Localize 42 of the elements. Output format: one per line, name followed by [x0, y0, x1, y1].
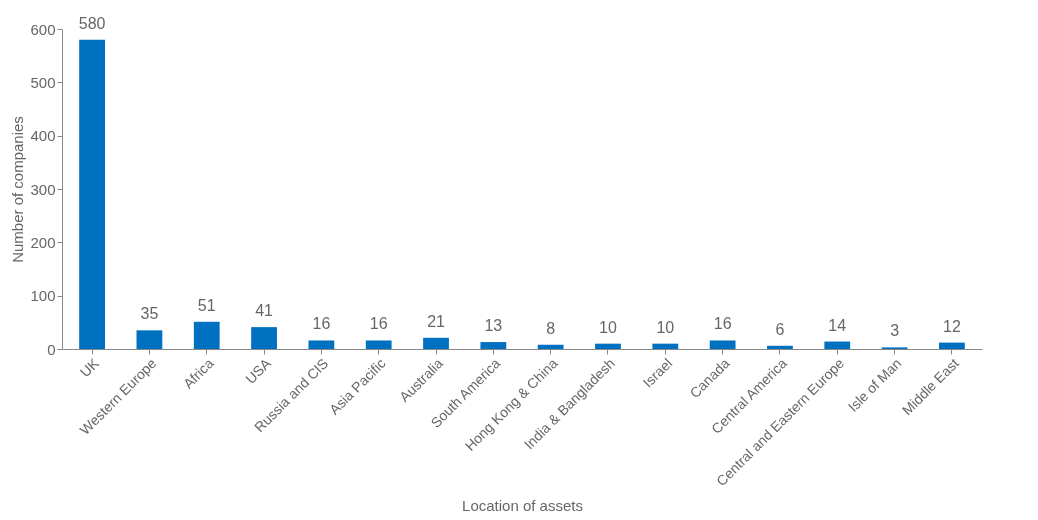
bar	[709, 340, 736, 349]
data-label: 10	[656, 318, 675, 336]
bar	[79, 39, 105, 349]
y-axis-title: Number of companies	[9, 116, 27, 263]
bar	[365, 340, 392, 349]
y-tick-label: 600	[30, 20, 56, 38]
data-label: 16	[369, 315, 388, 333]
data-label: 16	[713, 315, 732, 333]
bar	[423, 337, 449, 349]
bar	[767, 345, 793, 349]
bar	[652, 343, 679, 349]
data-label: 21	[427, 312, 446, 330]
bar	[308, 340, 335, 349]
data-label: 13	[484, 317, 503, 335]
data-label: 8	[546, 319, 556, 337]
data-label: 51	[197, 296, 216, 314]
data-label: 10	[599, 318, 617, 336]
bar	[136, 330, 163, 349]
bar	[193, 321, 220, 349]
y-tick-label: 100	[30, 287, 56, 305]
data-label: 3	[890, 322, 900, 340]
bar	[939, 342, 965, 349]
bar	[537, 344, 564, 349]
data-label: 6	[775, 320, 785, 338]
bar	[480, 342, 507, 349]
data-label: 35	[140, 305, 159, 323]
bar	[251, 327, 277, 349]
data-label: 14	[828, 316, 847, 334]
y-tick-label: 500	[30, 73, 56, 91]
data-label: 12	[943, 317, 961, 335]
bar	[595, 343, 621, 349]
data-label: 41	[255, 302, 274, 320]
data-label: 16	[312, 315, 331, 333]
y-tick-label: 0	[47, 340, 56, 358]
x-axis-title: Location of assets	[462, 497, 583, 515]
x-tick-label: UK	[76, 354, 103, 381]
y-tick-label: 400	[30, 127, 56, 145]
data-label: 580	[78, 14, 106, 32]
y-tick-label: 300	[30, 180, 56, 198]
bar	[824, 341, 851, 349]
x-tick-label: USA	[242, 354, 275, 387]
y-tick-label: 200	[30, 233, 56, 251]
